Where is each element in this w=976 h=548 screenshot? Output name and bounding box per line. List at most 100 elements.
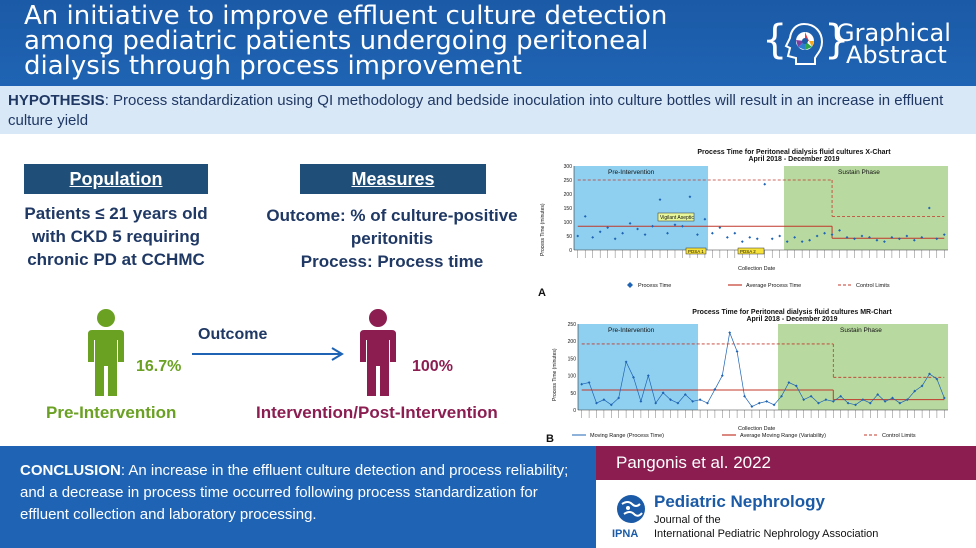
annotation-box-vigilant <box>657 212 695 222</box>
hypothesis-body: : Process standardization using QI metho… <box>8 92 944 129</box>
panel-letter-b: B <box>546 433 554 444</box>
hypothesis-bar: HYPOTHESIS: Process standardization usin… <box>0 86 976 134</box>
hypothesis-text: HYPOTHESIS: Process standardization usin… <box>8 91 973 131</box>
data-point <box>725 236 729 239</box>
y-tick-label: 200 <box>568 339 577 345</box>
data-point <box>621 231 625 235</box>
data-point <box>794 384 798 388</box>
chart-a-subtitle: April 2018 - December 2019 <box>748 156 839 163</box>
chart-b-sustain-zone <box>778 324 948 410</box>
journal-subtitle-2: International Pediatric Nephrology Assoc… <box>654 528 879 540</box>
data-point <box>595 401 598 405</box>
data-point <box>735 350 739 353</box>
data-point <box>927 206 931 210</box>
data-point <box>780 394 783 398</box>
data-point <box>706 401 709 405</box>
data-point <box>853 237 856 241</box>
data-point <box>868 236 871 239</box>
data-point <box>913 389 917 393</box>
data-point <box>845 236 849 239</box>
data-point <box>920 384 924 388</box>
measures-outcome: Outcome: % of culture-positive peritonit… <box>266 206 518 248</box>
legend-average: Average Process Time <box>746 283 801 289</box>
y-tick-label: 250 <box>564 178 573 184</box>
data-point <box>669 398 672 402</box>
data-point <box>696 233 699 236</box>
data-point <box>935 237 939 241</box>
data-point <box>743 394 746 398</box>
conclusion-box: CONCLUSION: An increase in the effluent … <box>0 446 596 548</box>
data-point <box>688 195 692 199</box>
data-point <box>928 372 931 376</box>
data-point <box>636 227 639 231</box>
annotation-pdsa2: PDSA 2 <box>740 249 756 254</box>
data-point <box>935 377 939 381</box>
journal-subtitle-1: Journal of the <box>654 514 721 526</box>
data-point <box>912 238 916 242</box>
data-point <box>897 237 901 241</box>
conclusion-label: CONCLUSION <box>20 462 121 479</box>
data-point <box>770 237 774 241</box>
chart-b-ylabel: Process Time (minutes) <box>552 348 558 401</box>
data-point <box>854 403 857 407</box>
data-point <box>606 226 610 229</box>
data-point <box>591 236 595 239</box>
pre-intervention-label: Pre-Intervention <box>46 403 177 422</box>
chart-a-sustain-zone <box>784 166 948 250</box>
chart-a-pre-label: Pre-Intervention <box>608 169 655 176</box>
data-point <box>658 198 662 201</box>
y-tick-label: 50 <box>570 391 576 397</box>
pre-percentage: 16.7% <box>136 358 182 375</box>
legend-avg-mr: Average Moving Range (Variability) <box>740 433 826 439</box>
y-tick-label: 50 <box>566 234 572 240</box>
ipna-label: IPNA <box>612 528 639 540</box>
data-point <box>609 403 613 407</box>
data-point <box>942 396 946 400</box>
data-point <box>576 234 580 238</box>
data-point <box>728 331 732 334</box>
chart-a-ylabel: Process Time (minutes) <box>540 203 546 256</box>
data-point <box>787 381 791 384</box>
conclusion-text: CONCLUSION: An increase in the effluent … <box>20 460 580 526</box>
data-point <box>718 226 722 229</box>
annotation-vigilant: Vigilant Aseptic <box>660 215 694 221</box>
data-point <box>763 182 767 186</box>
data-point <box>757 401 761 405</box>
data-point <box>942 233 946 236</box>
y-tick-label: 100 <box>568 374 577 380</box>
chart-a-xlabel: Collection Date <box>738 266 775 272</box>
data-point <box>666 231 669 235</box>
chart-b-subtitle: April 2018 - December 2019 <box>746 316 837 323</box>
data-point <box>839 394 843 398</box>
data-point <box>808 238 812 242</box>
data-point <box>681 224 684 228</box>
chart-b-sustain-label: Sustain Phase <box>840 327 882 334</box>
data-point <box>793 236 797 239</box>
data-point <box>883 240 886 243</box>
data-point <box>673 223 677 227</box>
data-point <box>587 381 591 384</box>
data-point <box>817 401 820 405</box>
left-brace-icon: { <box>762 17 788 63</box>
annotation-box-pdsa2 <box>737 247 765 255</box>
data-point <box>583 215 587 218</box>
data-point <box>624 360 628 364</box>
data-point <box>698 398 702 402</box>
data-point <box>632 375 635 379</box>
data-point <box>824 398 828 402</box>
data-point <box>778 234 782 238</box>
data-point <box>703 217 707 221</box>
data-point <box>580 382 584 386</box>
measures-process: Process: Process time <box>300 252 484 271</box>
logo-line2: Abstract <box>846 41 947 69</box>
citation-bar: Pangonis et al. 2022 <box>596 446 976 480</box>
journal-name: Pediatric Nephrology <box>654 492 825 511</box>
chart-b-pre-label: Pre-Intervention <box>608 327 655 334</box>
annotation-box-pdsa1 <box>685 247 707 255</box>
legend-moving-range: Moving Range (Process Time) <box>590 433 664 439</box>
data-point <box>713 387 717 391</box>
mr-chart: Process Time for Peritoneal dialysis flu… <box>546 309 948 444</box>
series-line <box>581 331 945 408</box>
data-point <box>838 229 841 232</box>
data-point <box>891 396 894 400</box>
